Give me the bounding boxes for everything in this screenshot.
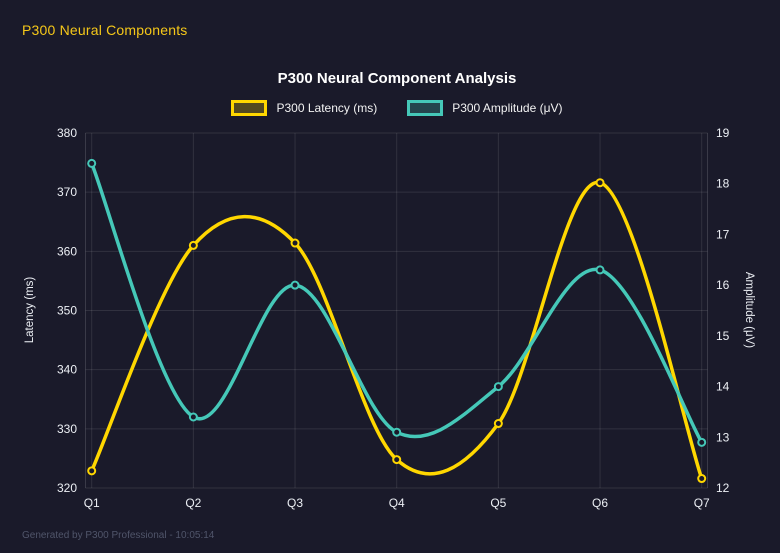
left-axis-title: Latency (ms) (24, 277, 36, 344)
x-axis-tick-label: Q2 (185, 496, 201, 510)
x-axis-tick-label: Q6 (592, 496, 608, 510)
legend-item-latency[interactable]: P300 Latency (ms) (231, 100, 377, 116)
left-axis-tick-label: 360 (57, 244, 77, 258)
left-axis-tick-label: 330 (57, 422, 77, 436)
status-bar-text: Generated by P300 Professional - 10:05:1… (22, 530, 215, 541)
left-axis-tick-label: 380 (57, 126, 77, 140)
right-axis-tick-label: 19 (716, 126, 730, 140)
right-axis-tick-label: 12 (716, 481, 730, 495)
data-point-amplitude (290, 280, 300, 290)
x-axis-tick-label: Q1 (84, 496, 100, 510)
x-axis-tick-label: Q3 (287, 496, 303, 510)
data-point-amplitude (188, 412, 198, 422)
data-point-amplitude (87, 158, 97, 168)
legend-label-amplitude: P300 Amplitude (μV) (452, 101, 563, 115)
data-point-latency (188, 240, 198, 250)
data-point-latency (697, 474, 707, 484)
chart-title: P300 Neural Component Analysis (277, 70, 517, 87)
data-point-latency (87, 466, 97, 476)
x-axis-tick-label: Q7 (694, 496, 710, 510)
left-axis-tick-label: 320 (57, 481, 77, 495)
data-point-amplitude (493, 382, 503, 392)
right-axis-tick-label: 13 (716, 430, 730, 444)
right-axis-title: Amplitude (μV) (743, 272, 755, 348)
x-axis-tick-label: Q4 (389, 496, 405, 510)
right-axis-tick-label: 18 (716, 177, 730, 191)
left-axis-tick-label: 340 (57, 363, 77, 377)
legend-label-latency: P300 Latency (ms) (276, 101, 378, 115)
latency-series-swatch-icon (231, 100, 268, 116)
right-axis-tick-label: 17 (716, 227, 730, 241)
page-title: P300 Neural Components (22, 22, 188, 38)
data-point-latency (392, 455, 402, 465)
x-axis-tick-label: Q5 (490, 496, 506, 510)
right-axis-tick-label: 15 (716, 329, 730, 343)
right-axis-tick-label: 16 (716, 278, 730, 292)
right-axis-tick-label: 14 (716, 380, 730, 394)
data-point-latency (493, 419, 503, 429)
left-axis-tick-label: 350 (57, 304, 77, 318)
left-axis-tick-label: 370 (57, 185, 77, 199)
data-point-latency (595, 178, 605, 188)
legend-item-amplitude[interactable]: P300 Amplitude (μV) (407, 100, 563, 116)
data-point-amplitude (697, 437, 707, 447)
amplitude-series-swatch-icon (407, 100, 444, 116)
data-point-amplitude (595, 265, 605, 275)
chart-legend: P300 Latency (ms) P300 Amplitude (μV) (86, 100, 708, 116)
data-point-latency (290, 238, 300, 248)
data-point-amplitude (392, 427, 402, 437)
